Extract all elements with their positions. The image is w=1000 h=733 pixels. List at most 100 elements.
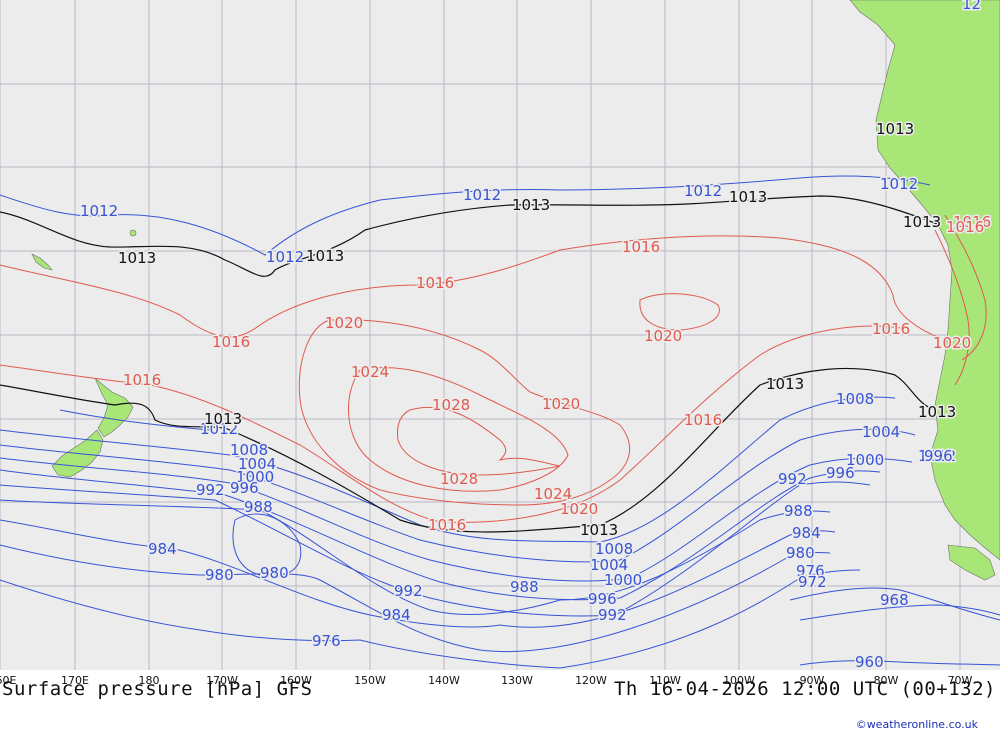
isobar-label: 996 [826, 464, 855, 482]
isobar-label: 1013 [766, 375, 804, 393]
pressure-map: 12 1012 1012 1012 1012 1012 1012 1012 10… [0, 0, 1000, 670]
isobar-980 [0, 544, 831, 653]
isobar-label: 1020 [933, 334, 971, 352]
isobar-label: 1000 [604, 571, 642, 589]
isobar-972 [789, 587, 1000, 621]
isobar-label: 1013 [118, 249, 156, 267]
isobar-992 [0, 481, 871, 617]
longitude-tick-label: 160W [280, 674, 312, 687]
isobar-960 [799, 660, 1000, 666]
isobar-label: 1004 [238, 455, 276, 473]
south-america-land [849, 0, 1000, 561]
isobar-1020-main [298, 319, 631, 506]
isobar-andes-1016 [944, 214, 987, 361]
longitude-tick-label: 90W [799, 674, 825, 687]
isobar-label: 992 [598, 606, 627, 624]
isobar-label: 976 [312, 632, 341, 650]
longitude-tick-label: 100W [723, 674, 755, 687]
longitude-tick-label: 80W [873, 674, 899, 687]
isobar-label: 1004 [862, 423, 900, 441]
isobar-1012-south [59, 409, 211, 431]
isobar-label: 1012 [918, 447, 956, 465]
isobar-label: 1016 [622, 238, 660, 256]
isobar-988 [0, 499, 831, 616]
credit-link[interactable]: ©weatheronline.co.uk [855, 718, 978, 731]
isobar-label: 996 [924, 447, 953, 465]
isobar-996 [0, 469, 881, 601]
isobar-label: 1013 [876, 120, 914, 138]
map-title: Surface pressure [hPa] GFS [2, 678, 313, 700]
isobar-1013-north [0, 195, 941, 277]
isobar-label: 976 [796, 562, 825, 580]
isobar-label: 1013 [918, 403, 956, 421]
isobar-label: 1012 [684, 182, 722, 200]
isobar-1028 [397, 406, 561, 476]
valid-time: Th 16-04-2026 12:00 UTC (00+132) [613, 678, 996, 700]
isobar-label: 1012 [200, 420, 238, 438]
isobar-1000 [0, 457, 913, 582]
new-caledonia-island [31, 253, 53, 271]
isobar-label: 984 [792, 524, 821, 542]
new-zealand-north-island [94, 377, 134, 438]
isobar-label: 1013 [204, 410, 242, 428]
fiji-island [129, 229, 137, 237]
isobar-labels: 12 1012 1012 1012 1012 1012 1012 1012 10… [79, 0, 993, 670]
isobar-label: 1013 [729, 188, 767, 206]
isobar-label: 1016 [684, 411, 722, 429]
longitude-tick-label: 170W [206, 674, 238, 687]
isobar-1020-east [639, 293, 720, 331]
isobar-label: 1016 [123, 371, 161, 389]
isobar-label: 992 [394, 582, 423, 600]
isobar-label: 1016 [953, 213, 991, 231]
landmasses [31, 0, 1000, 581]
isobar-1012-north [0, 175, 931, 256]
isobar-label: 996 [230, 479, 259, 497]
isobar-label: 1008 [595, 540, 633, 558]
isobar-1016-outer [0, 235, 941, 339]
isobar-label: 980 [205, 566, 234, 584]
isobar-984 [0, 519, 836, 628]
map-footer: 60E 170E 180 170W 160W 150W 140W 130W 12… [0, 670, 1000, 733]
isobar-label: 980 [786, 544, 815, 562]
isobar-label: 1016 [416, 274, 454, 292]
isobar-label: 1028 [440, 470, 478, 488]
isobar-andes-1020 [934, 229, 970, 386]
tierra-del-fuego-land [947, 544, 996, 581]
isobar-label: 1012 [266, 248, 304, 266]
longitude-tick-label: 70W [947, 674, 973, 687]
isobar-label: 1024 [534, 485, 572, 503]
isobar-label: 1012 [463, 186, 501, 204]
isobar-label: 988 [784, 502, 813, 520]
isobar-label: 1000 [236, 468, 274, 486]
isobar-label: 1008 [230, 441, 268, 459]
isobar-1016-south [0, 325, 901, 523]
isobars-low [0, 175, 1000, 669]
isobar-1004 [0, 428, 916, 563]
longitude-tick-label: 170E [61, 674, 89, 687]
isobar-label: 1013 [512, 196, 550, 214]
isobar-label: 1016 [946, 218, 984, 236]
isobar-label: 972 [798, 573, 827, 591]
isobar-label: 12 [962, 0, 981, 13]
isobar-label: 988 [244, 498, 273, 516]
isobar-label: 992 [196, 481, 225, 499]
longitude-tick-label: 180 [138, 674, 160, 687]
isobar-1024 [348, 367, 569, 492]
isobar-label: 1008 [836, 390, 874, 408]
longitude-tick-label: 60E [0, 674, 17, 687]
isobar-label: 1012 [880, 175, 918, 193]
isobar-label: 1020 [542, 395, 580, 413]
isobar-label: 1013 [580, 521, 618, 539]
isobar-label: 984 [382, 606, 411, 624]
map-area: 12 1012 1012 1012 1012 1012 1012 1012 10… [0, 0, 1000, 670]
isobar-label: 1024 [351, 363, 389, 381]
isobar-label: 960 [855, 653, 884, 670]
isobar-label: 984 [148, 540, 177, 558]
isobar-label: 1016 [212, 333, 250, 351]
longitude-tick-label: 130W [501, 674, 533, 687]
isobar-label: 1016 [428, 516, 466, 534]
longitude-tick-label: 110W [649, 674, 681, 687]
isobar-1008 [0, 396, 896, 543]
isobar-label: 1020 [644, 327, 682, 345]
isobar-980-ring [232, 513, 302, 577]
